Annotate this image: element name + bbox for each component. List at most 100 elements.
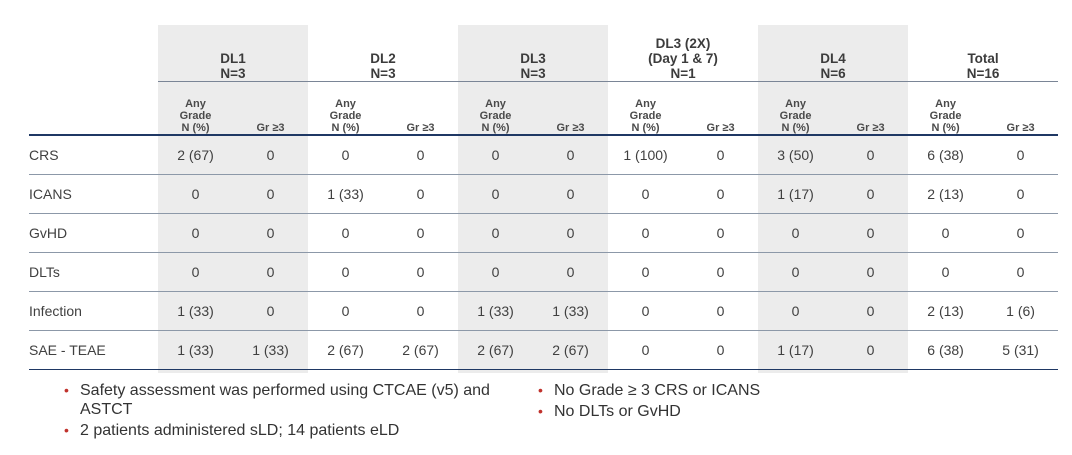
table-cell: 0 (908, 252, 984, 292)
group-n: N=3 (220, 66, 246, 81)
table-cell: 0 (383, 291, 459, 331)
table-cell: 3 (50) (758, 135, 834, 175)
group-n: N=3 (520, 66, 546, 81)
table-cell: 0 (308, 252, 384, 292)
note-item: • 2 patients administered sLD; 14 patient… (64, 421, 494, 440)
table-cell: 0 (983, 252, 1059, 292)
subheader-gr3: Gr ≥3 (983, 81, 1059, 136)
note-text: 2 patients administered sLD; 14 patients… (80, 422, 400, 439)
subheader-line: Grade (929, 110, 962, 122)
table-cell: 0 (758, 252, 834, 292)
table-cell: 2 (13) (908, 291, 984, 331)
table-cell: 6 (38) (908, 135, 984, 175)
table-cell: 0 (608, 213, 684, 253)
subheader-line: Any (935, 98, 956, 110)
note-text: No DLTs or GvHD (554, 403, 681, 420)
subheader-line: Grade (179, 110, 212, 122)
table-cell: 6 (38) (908, 330, 984, 370)
table-cell: 0 (683, 330, 759, 370)
table-cell: 1 (33) (158, 330, 233, 370)
table-cell: 0 (983, 174, 1059, 214)
table-row: DLTs 0 0 0 0 0 0 0 0 0 0 0 0 (29, 252, 1059, 292)
table-cell: 1 (33) (158, 291, 233, 331)
table-cell: 0 (533, 252, 609, 292)
bullet-icon: • (64, 382, 69, 398)
subheader-line: Grade (629, 110, 662, 122)
table-cell: 0 (908, 213, 984, 253)
group-title: DL3 (2X) (655, 36, 711, 51)
table-cell: 0 (233, 213, 309, 253)
bullet-icon: • (64, 422, 69, 438)
table-cell: 0 (608, 291, 684, 331)
notes-right: • No Grade ≥ 3 CRS or ICANS • No DLTs or G… (538, 381, 868, 423)
group-n: N=3 (370, 66, 396, 81)
table-cell: 0 (308, 291, 384, 331)
table-cell: 0 (458, 135, 534, 175)
table-cell: 1 (33) (458, 291, 534, 331)
subheader-line: N (%) (631, 122, 660, 134)
group-n: N=16 (966, 66, 1000, 81)
notes-left: • Safety assessment was performed using C… (64, 381, 494, 442)
table-cell: 0 (233, 252, 309, 292)
table-row: Infection 1 (33) 0 0 0 1 (33) 1 (33) 0 0 0 0 2 (13)… (29, 291, 1059, 331)
subheader-gr3: Gr ≥3 (833, 81, 909, 136)
subheader-any-grade: Any Grade N (%) (758, 81, 834, 136)
subheader-gr3: Gr ≥3 (683, 81, 759, 136)
row-label: ICANS (29, 174, 158, 214)
table-cell: 2 (13) (908, 174, 984, 214)
subheader-any-grade: Any Grade N (%) (908, 81, 984, 136)
table-cell: 0 (533, 135, 609, 175)
row-label: SAE - TEAE (29, 330, 158, 370)
group-header-total: Total N=16 (908, 25, 1058, 82)
table-cell: 0 (758, 213, 834, 253)
table-cell: 0 (608, 330, 684, 370)
table-cell: 0 (833, 213, 909, 253)
table-cell: 0 (233, 291, 309, 331)
table-cell: 0 (983, 135, 1059, 175)
table-cell: 0 (458, 213, 534, 253)
table-cell: 0 (683, 252, 759, 292)
corner-cell (29, 25, 158, 82)
table-cell: 5 (31) (983, 330, 1059, 370)
subheader-row: Any Grade N (%) Gr ≥3 Any Grade N (%) Gr ≥3 Any G… (29, 81, 1059, 136)
corner-subheader (29, 81, 158, 136)
table-cell: 0 (608, 174, 684, 214)
row-label: GvHD (29, 213, 158, 253)
bullet-icon: • (538, 382, 543, 398)
table-cell: 0 (383, 135, 459, 175)
table-cell: 2 (67) (533, 330, 609, 370)
table-cell: 0 (533, 174, 609, 214)
subheader-line: Any (335, 98, 356, 110)
table-cell: 2 (67) (158, 135, 233, 175)
table-cell: 0 (758, 291, 834, 331)
table-cell: 0 (983, 213, 1059, 253)
table-cell: 1 (17) (758, 174, 834, 214)
table-cell: 0 (833, 291, 909, 331)
table-row: CRS 2 (67) 0 0 0 0 0 1 (100) 0 3 (50) 0 6 (38) 0 (29, 135, 1059, 175)
group-title: DL2 (370, 51, 396, 66)
table-cell: 0 (158, 252, 233, 292)
subheader-line: N (%) (781, 122, 810, 134)
row-label: Infection (29, 291, 158, 331)
subheader-any-grade: Any Grade N (%) (308, 81, 384, 136)
table-cell: 0 (308, 135, 384, 175)
subheader-line: N (%) (181, 122, 210, 134)
note-text: No Grade ≥ 3 CRS or ICANS (554, 382, 761, 399)
table-cell: 0 (383, 213, 459, 253)
subheader-line: N (%) (931, 122, 960, 134)
table-cell: 0 (383, 174, 459, 214)
table-cell: 2 (67) (458, 330, 534, 370)
group-header-row: DL1 N=3 DL2 N=3 DL3 N=3 DL3 (2X) (Day 1 … (29, 25, 1058, 82)
table-cell: 2 (67) (308, 330, 384, 370)
table-cell: 1 (33) (533, 291, 609, 331)
subheader-line: Any (185, 98, 206, 110)
subheader-line: Grade (779, 110, 812, 122)
table-cell: 0 (533, 213, 609, 253)
note-item: • No Grade ≥ 3 CRS or ICANS (538, 381, 868, 400)
table-cell: 0 (683, 135, 759, 175)
subheader-line: Grade (479, 110, 512, 122)
row-label: CRS (29, 135, 158, 175)
table-cell: 0 (833, 330, 909, 370)
subheader-line: Any (785, 98, 806, 110)
subheader-any-grade: Any Grade N (%) (158, 81, 233, 136)
